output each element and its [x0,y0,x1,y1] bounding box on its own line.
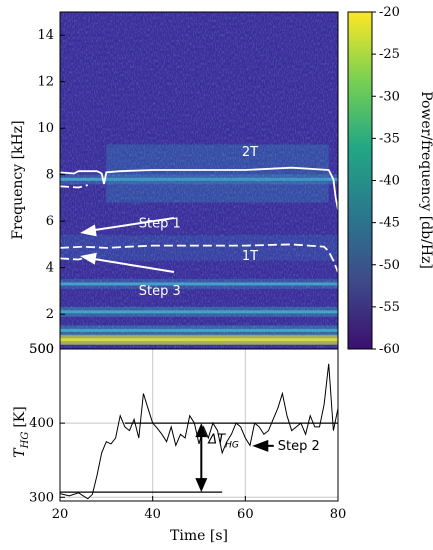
temperature-y-ticks: 300 400 500 [29,342,65,505]
colorbar-tick-label-7: -55 [379,300,400,315]
delta-arrow-head-up [195,423,208,438]
colorbar-tick-label-1: -25 [379,47,400,62]
spectrogram-ylabel: Frequency [kHz] [10,120,26,239]
colorbar-tick-label-0: -20 [379,5,400,20]
colorbar-tick-label-2: -30 [379,89,400,104]
delta-arrow-head-down [195,478,208,493]
spectrogram-line-1t [60,243,338,273]
spectrogram-line-track-3 [60,184,89,189]
spectrogram-ytick-label-3: 6 [46,214,54,229]
temperature-xtick-label-0: 20 [52,507,69,522]
temperature-xtick-label-2: 60 [237,507,254,522]
temperature-background [60,349,338,501]
spectrogram-ytick-label-0: 500 [29,342,54,357]
colorbar-tick-label-3: -35 [379,131,400,146]
colorbar-tick-label-6: -50 [379,258,400,273]
temperature-xtick-label-3: 80 [330,507,347,522]
step1-arrow-shaft [87,217,175,232]
temperature-panel: ΔTHG Step 2 300 400 500 20 40 60 80 Time [s] T… [12,342,346,544]
colorbar-gradient [347,11,373,350]
temperature-xtick-label-1: 40 [144,507,161,522]
spectrogram-ytick-label-2: 4 [46,261,54,276]
annotation-step3: Step 3 [139,284,181,299]
spectrogram-y-ticks: 500 2 4 6 8 10 12 14 [29,28,65,357]
annotation-1t: 1T [242,249,258,264]
temperature-ytick-label-2: 500 [29,342,54,357]
spectrogram-ytick-label-7: 14 [37,28,54,43]
temperature-annotations: ΔTHG Step 2 [195,423,320,493]
spectrogram-panel: Step 1 Step 3 2T 1T 500 2 4 6 8 10 12 14 Frequency… [10,11,339,357]
spectrogram-noise [60,12,338,349]
spectrogram-annotations: Step 1 Step 3 2T 1T [80,145,258,299]
temperature-series [60,363,338,500]
spectrogram-ytick-label-6: 12 [37,75,54,90]
annotation-2t: 2T [242,145,258,160]
step3-arrow-shaft [87,257,175,273]
spectrogram-line-2t [60,166,338,210]
spectrogram-line-track-2 [60,256,89,261]
temperature-ytick-label-1: 400 [29,416,54,431]
annotation-step2: Step 2 [278,439,320,454]
temperature-x-ticks: 20 40 60 80 [52,496,347,522]
temperature-xlabel: Time [s] [170,528,228,544]
step3-arrow-head [80,252,97,265]
spectrogram-ytick-label-5: 10 [37,121,54,136]
colorbar-tick-label-5: -45 [379,216,400,231]
step2-arrow-head [252,439,269,452]
temperature-frame [59,348,339,502]
temperature-line-0 [60,363,338,500]
annotation-step1: Step 1 [139,216,181,231]
colorbar-label: Power/frequency [db/Hz] [418,91,433,269]
colorbar-ticks: -20 -25 -30 -35 -40 -45 -50 -55 -60 [372,5,400,357]
step1-arrow-head [80,224,97,237]
colorbar: -20 -25 -30 -35 -40 -45 -50 -55 -60 Power/freque… [347,5,433,357]
annotation-delta-thg: ΔTHG [207,432,239,450]
temperature-ytick-label-0: 300 [29,490,54,505]
spectrogram-series [60,166,338,273]
spectrogram-ytick-label-4: 8 [46,168,54,183]
spectrogram-ytick-label-1: 2 [46,307,54,322]
colorbar-tick-label-8: -60 [379,342,400,357]
temperature-ylabel: THG[K] [12,406,31,457]
colorbar-tick-label-4: -40 [379,174,400,189]
